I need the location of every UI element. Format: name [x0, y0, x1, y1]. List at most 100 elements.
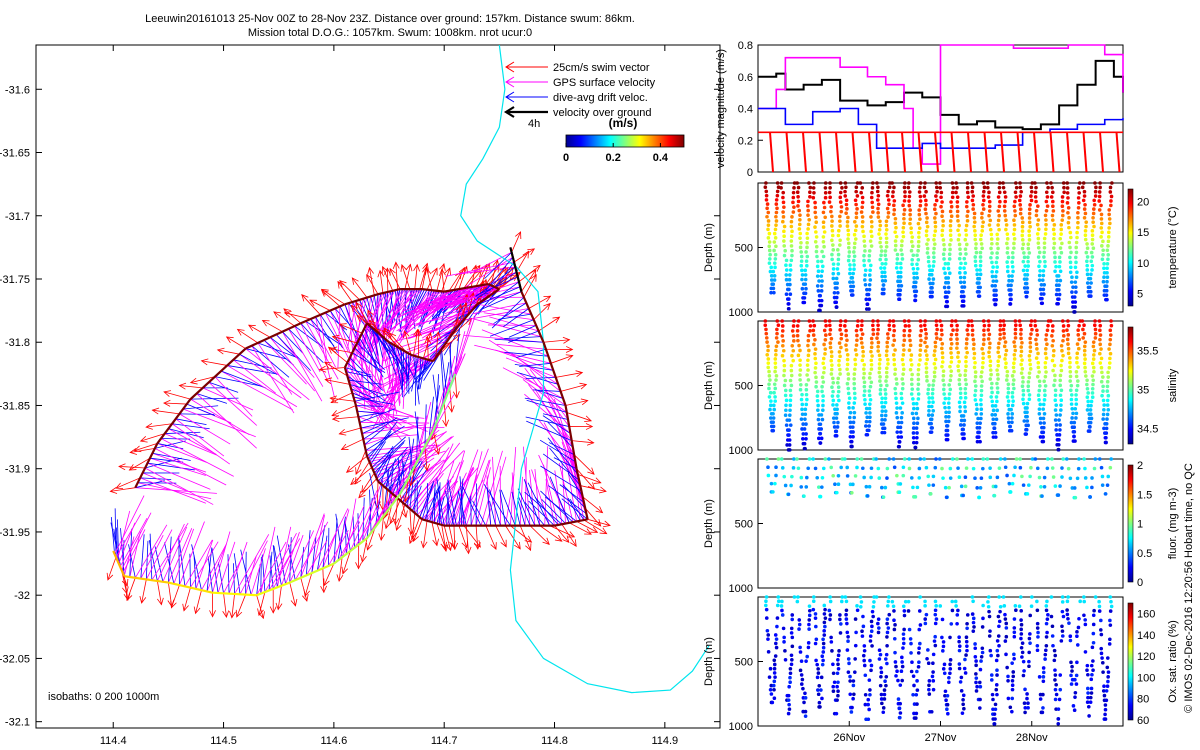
salinity-sample-point: [784, 403, 788, 408]
swim-vector: [236, 594, 246, 618]
fluorescence-sample-point: [799, 475, 804, 480]
salinity-sample-point: [958, 409, 962, 414]
drift-velocity-vector: [500, 489, 516, 526]
oxygen-sample-point: [766, 650, 771, 654]
temperature-sample-point: [917, 190, 922, 194]
oxygen-sample-point: [979, 654, 984, 659]
salinity-sample-point: [949, 355, 954, 360]
swim-vector-head: [409, 532, 417, 540]
salinity-sample-point: [912, 421, 916, 426]
temperature-sample-point: [987, 209, 992, 213]
temperature-sample-point: [933, 220, 938, 225]
surface-velocity-vector: [250, 548, 266, 595]
temperature-sample-point: [886, 210, 891, 215]
temperature-sample-point: [771, 286, 776, 291]
salinity-sample-point: [1068, 379, 1073, 383]
salinity-sample-point: [977, 430, 981, 435]
temperature-sample-point: [1053, 260, 1057, 264]
swim-vector-head: [381, 265, 389, 274]
oxygen-sample-point: [923, 621, 928, 626]
temperature-sample-point: [948, 219, 953, 223]
oxygen-sample-point: [836, 680, 840, 685]
salinity-sample-point: [1054, 403, 1059, 407]
temperature-sample-point: [863, 283, 868, 287]
salinity-sample-point: [830, 385, 834, 390]
oxygen-sample-point: [836, 653, 841, 658]
salinity-sample-point: [1021, 388, 1026, 393]
temperature-sample-point: [838, 195, 843, 200]
oxygen-sample-point: [909, 641, 913, 646]
oxygen-sample-point: [1053, 687, 1058, 692]
temperature-sample-point: [1075, 225, 1080, 230]
oxygen-sample-point: [836, 693, 840, 698]
temperature-sample-point: [884, 227, 889, 232]
surface-velocity-vector: [402, 285, 477, 312]
temperature-sample-point: [1024, 294, 1029, 299]
temperature-sample-point: [767, 231, 772, 236]
salinity-sample-point: [998, 323, 1003, 328]
temperature-sample-point: [1020, 246, 1025, 251]
temperature-sample-point: [985, 185, 990, 190]
temperature-sample-point: [946, 285, 951, 290]
temperature-sample-point: [961, 289, 965, 294]
oxygen-sample-point: [847, 661, 851, 666]
salinity-sample-point: [837, 341, 842, 345]
salinity-sample-point: [807, 348, 811, 353]
oxygen-sample-point: [942, 662, 947, 667]
oxygen-sample-point: [831, 684, 836, 689]
temperature-sample-point: [769, 278, 774, 282]
oxygen-sample-point: [807, 622, 811, 627]
temperature-sample-point: [981, 181, 986, 185]
swim-vector: [262, 320, 283, 333]
salinity-sample-point: [1044, 347, 1048, 351]
temperature-sample-point: [784, 268, 789, 272]
fluorescence-sample-point: [1028, 474, 1032, 479]
temperature-sample-point: [847, 250, 852, 254]
salinity-sample-point: [998, 332, 1002, 337]
salinity-sample-point: [808, 324, 813, 328]
surface-velocity-vector: [529, 470, 536, 526]
oxygen-sample-point: [1086, 691, 1090, 695]
salinity-sample-point: [1091, 382, 1095, 387]
salinity-sample-point: [1101, 412, 1106, 417]
temperature-sample-point: [866, 292, 871, 297]
salinity-sample-point: [1041, 402, 1046, 407]
temperature-sample-point: [1059, 227, 1064, 232]
salinity-sample-point: [822, 342, 826, 347]
salinity-sample-point: [1068, 369, 1073, 374]
swim-vector-head: [444, 267, 452, 276]
temperature-sample-point: [802, 300, 807, 305]
drift-velocity-vector: [149, 457, 184, 463]
salinity-sample-point: [804, 432, 808, 436]
temperature-colorbar: [1127, 188, 1134, 307]
oxygen-sample-point: [1099, 651, 1104, 656]
oxygen-sample-point: [933, 608, 938, 613]
oxygen-sample-point: [836, 662, 840, 667]
temperature-sample-point: [845, 219, 850, 224]
temperature-sample-point: [775, 181, 780, 185]
temperature-sample-point: [1057, 264, 1062, 269]
swim-vector: [134, 443, 158, 452]
fluorescence-sample-point: [823, 457, 828, 461]
temperature-sample-point: [854, 215, 859, 220]
oxygen-sample-point: [932, 639, 937, 643]
drift-velocity-vector: [458, 490, 467, 526]
temperature-sample-point: [994, 279, 999, 283]
salinity-sample-point: [1093, 336, 1098, 340]
temperature-sample-point: [1058, 236, 1063, 241]
surface-velocity-vector: [480, 450, 503, 526]
oxygen-sample-point: [1010, 661, 1014, 665]
swim-vector: [523, 274, 537, 298]
oxygen-sample-point: [931, 670, 935, 674]
oxygen-sample-point: [822, 603, 827, 608]
ground-track-segment: [256, 581, 291, 597]
oxygen-sample-point: [955, 613, 960, 617]
surface-velocity-vector: [387, 461, 415, 511]
salinity-sample-point: [795, 329, 800, 333]
surface-velocity-vector: [409, 442, 461, 510]
salinity-sample-point: [908, 343, 913, 348]
salinity-sample-point: [924, 332, 928, 336]
salinity-sample-point: [835, 403, 839, 407]
salinity-sample-point: [973, 379, 977, 384]
salinity-sample-point: [845, 381, 850, 386]
